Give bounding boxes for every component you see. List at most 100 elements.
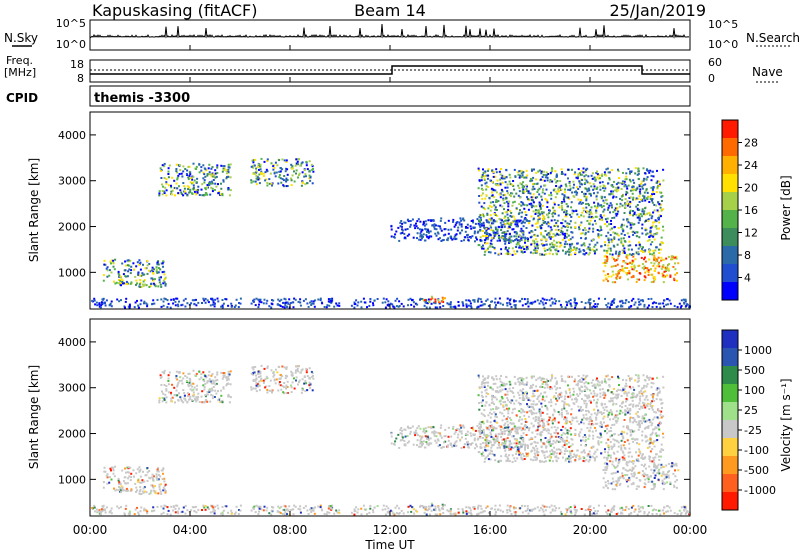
- velocity-point: [390, 432, 393, 435]
- power-point: [155, 268, 158, 271]
- power-point: [255, 167, 258, 170]
- velocity-point: [487, 393, 490, 395]
- velocity-point: [553, 408, 556, 411]
- velocity-point: [549, 456, 552, 459]
- velocity-point: [518, 453, 521, 456]
- power-point: [628, 235, 631, 238]
- velocity-point: [526, 403, 528, 406]
- power-point: [158, 192, 161, 195]
- power-point: [392, 305, 395, 308]
- velocity-point: [175, 394, 178, 397]
- power-point: [550, 236, 553, 238]
- velocity-point: [622, 458, 624, 461]
- power-point: [602, 187, 604, 190]
- power-point: [121, 262, 124, 265]
- velocity-point: [252, 387, 255, 390]
- power-point: [422, 222, 425, 225]
- power-point: [617, 255, 620, 258]
- power-point: [260, 301, 263, 304]
- velocity-point: [255, 384, 258, 387]
- power-point: [526, 237, 529, 240]
- power-point: [142, 263, 144, 266]
- velocity-point: [558, 413, 561, 416]
- power-point: [440, 229, 443, 232]
- power-point: [139, 274, 142, 277]
- velocity-point: [499, 385, 502, 388]
- power-point: [189, 177, 192, 180]
- power-point: [585, 169, 588, 171]
- power-point: [666, 298, 669, 301]
- power-point: [622, 230, 625, 233]
- power-point: [544, 249, 547, 252]
- power-point: [535, 211, 537, 214]
- power-point: [582, 207, 585, 210]
- power-point: [618, 253, 621, 256]
- velocity-point: [489, 431, 492, 434]
- velocity-point: [446, 446, 449, 449]
- power-point: [476, 299, 479, 302]
- power-point: [227, 163, 230, 166]
- velocity-point: [547, 380, 549, 382]
- velocity-point: [633, 460, 636, 463]
- power-point: [521, 297, 523, 300]
- power-point: [530, 202, 533, 205]
- velocity-point: [504, 438, 507, 441]
- power-point: [599, 177, 602, 180]
- power-point: [444, 233, 447, 236]
- power-point: [599, 214, 602, 217]
- power-point: [135, 279, 138, 282]
- velocity-point: [276, 371, 279, 374]
- power-point: [506, 253, 509, 256]
- power-point: [400, 302, 403, 305]
- power-point: [633, 181, 636, 184]
- power-point: [159, 167, 162, 170]
- velocity-point: [419, 439, 422, 442]
- power-point: [515, 246, 518, 248]
- velocity-point: [283, 366, 286, 369]
- velocity-point: [549, 433, 552, 436]
- velocity-point: [652, 382, 655, 385]
- power-point: [593, 185, 596, 188]
- velocity-point: [501, 384, 504, 387]
- velocity-point: [551, 422, 554, 425]
- velocity-point: [598, 425, 601, 428]
- power-point: [629, 209, 632, 212]
- velocity-point: [573, 398, 576, 401]
- power-point: [534, 229, 537, 231]
- power-point: [524, 236, 527, 239]
- power-point: [477, 230, 480, 233]
- power-point: [546, 176, 549, 179]
- power-point: [583, 192, 586, 195]
- velocity-point: [608, 385, 611, 388]
- power-point: [149, 270, 152, 273]
- power-point: [546, 233, 548, 236]
- power-point: [610, 238, 613, 241]
- velocity-point: [612, 403, 615, 406]
- velocity-point: [630, 429, 633, 432]
- velocity-point: [504, 441, 507, 444]
- power-point: [476, 238, 478, 241]
- power-point: [299, 301, 302, 304]
- power-point: [594, 219, 596, 222]
- velocity-point: [279, 374, 282, 376]
- power-point: [615, 273, 618, 276]
- power-point: [595, 222, 597, 225]
- power-point: [518, 235, 520, 238]
- velocity-point: [563, 418, 566, 421]
- power-point: [489, 209, 492, 212]
- velocity-point: [454, 430, 457, 433]
- power-point: [619, 202, 622, 205]
- power-point: [557, 214, 560, 217]
- velocity-point: [123, 476, 126, 479]
- power-point: [274, 175, 277, 178]
- velocity-point: [497, 443, 500, 446]
- velocity-point: [482, 429, 485, 432]
- power-point: [590, 174, 593, 177]
- velocity-point: [466, 433, 469, 436]
- velocity-point: [590, 446, 593, 449]
- power-point: [338, 304, 341, 307]
- power-point: [321, 302, 324, 305]
- power-point: [617, 168, 619, 171]
- velocity-point: [210, 393, 213, 396]
- power-point: [163, 273, 166, 276]
